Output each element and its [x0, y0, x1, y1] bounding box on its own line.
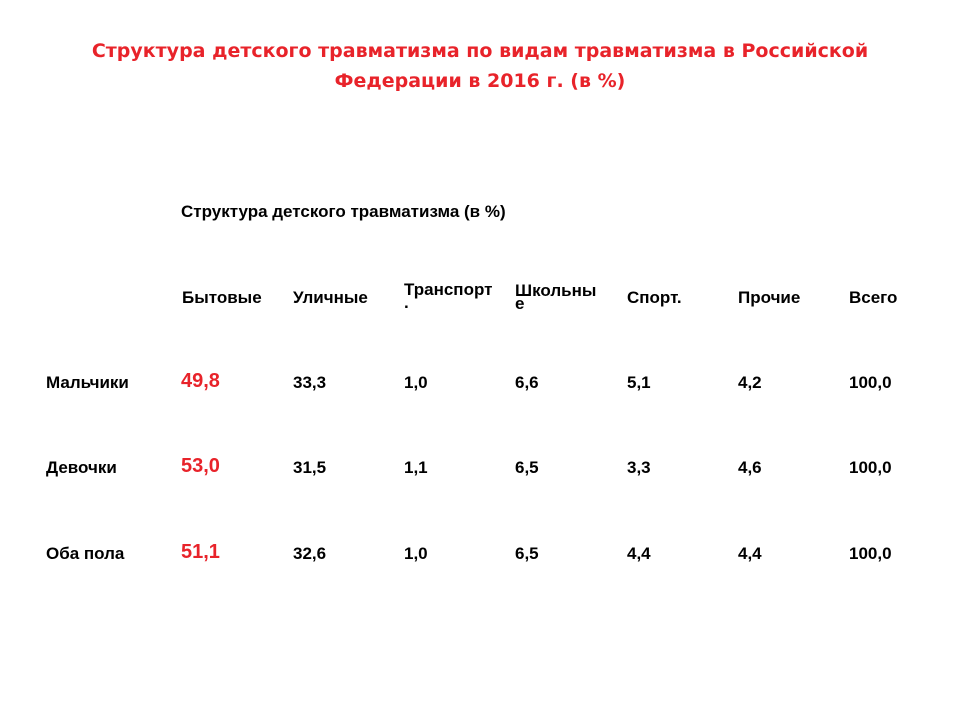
- table-cell: 4,6: [738, 458, 762, 477]
- column-header-label-continued: .: [404, 293, 409, 312]
- slide-title-line-2: Федерации в 2016 г. (в %): [334, 70, 626, 92]
- column-header-label: Уличные: [293, 288, 368, 307]
- column-header-transport: Транспорт .: [404, 280, 512, 312]
- table-cell: 31,5: [293, 458, 327, 477]
- column-header-sport: Спорт.: [627, 289, 735, 307]
- table-cell: 1,1: [404, 458, 428, 477]
- slide-title-line-1: Структура детского травматизма по видам …: [91, 40, 869, 62]
- table-caption: Структура детского травматизма (в %): [181, 202, 506, 221]
- table-cell-highlight: 51,1: [181, 541, 220, 563]
- table-cell: 100,0: [849, 458, 892, 477]
- table-cell-highlight: 49,8: [181, 370, 220, 392]
- column-header-label: Транспорт: [404, 280, 493, 299]
- table-cell: 32,6: [293, 544, 327, 563]
- table-cell: 33,3: [293, 373, 327, 392]
- row-label: Оба пола: [46, 544, 125, 563]
- column-header-other: Прочие: [738, 289, 846, 307]
- column-header-label: Всего: [849, 288, 898, 307]
- table-cell: 6,5: [515, 544, 539, 563]
- column-header-school: Школьны е: [515, 281, 623, 313]
- table-cell: 6,6: [515, 373, 539, 392]
- row-label: Девочки: [46, 458, 117, 477]
- table-cell: 1,0: [404, 544, 428, 563]
- column-header-label: Бытовые: [182, 288, 262, 307]
- row-label: Мальчики: [46, 373, 129, 392]
- table-cell: 4,4: [738, 544, 762, 563]
- column-header-label-continued: е: [515, 294, 525, 313]
- table-cell: 6,5: [515, 458, 539, 477]
- table-cell-highlight: 53,0: [181, 455, 220, 477]
- column-header-label: Школьны: [515, 281, 597, 300]
- column-header-label: Спорт.: [627, 288, 682, 307]
- table-cell: 100,0: [849, 373, 892, 392]
- table-cell: 100,0: [849, 544, 892, 563]
- column-header-label: Прочие: [738, 288, 801, 307]
- column-header-street: Уличные: [293, 289, 401, 307]
- table-cell: 5,1: [627, 373, 651, 392]
- slide-title: Структура детского травматизма по видам …: [60, 36, 900, 96]
- table-cell: 4,4: [627, 544, 651, 563]
- column-header-total: Всего: [849, 289, 957, 307]
- table-cell: 4,2: [738, 373, 762, 392]
- table-cell: 3,3: [627, 458, 651, 477]
- table-cell: 1,0: [404, 373, 428, 392]
- column-header-household: Бытовые: [182, 289, 290, 307]
